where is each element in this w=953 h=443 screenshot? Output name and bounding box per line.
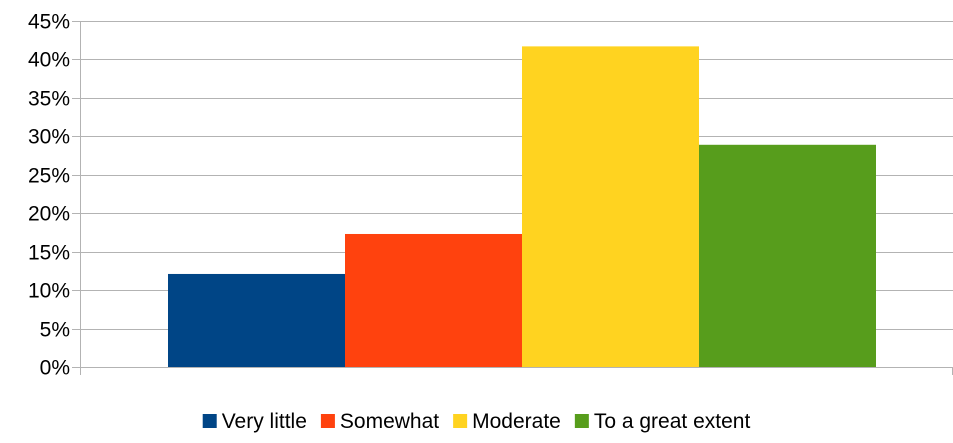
axes xyxy=(72,21,953,375)
legend-label: Moderate xyxy=(472,410,561,433)
legend-label: Somewhat xyxy=(340,410,439,433)
legend-swatch xyxy=(453,414,468,428)
y-tick-label: 30% xyxy=(28,126,70,149)
bars xyxy=(168,46,876,368)
y-tick-label: 25% xyxy=(28,165,70,188)
y-tick-label: 40% xyxy=(28,49,70,72)
y-tick-label: 5% xyxy=(40,319,70,342)
legend-item-somewhat: Somewhat xyxy=(320,410,439,433)
y-tick-label: 0% xyxy=(40,357,70,380)
y-tick-label: 10% xyxy=(28,280,70,303)
legend-label: To a great extent xyxy=(594,410,751,433)
y-axis-tick-labels: 0% 5% 10% 15% 20% 25% 30% 35% 40% 45% xyxy=(28,11,70,380)
bar-somewhat xyxy=(345,233,522,367)
legend-swatch xyxy=(202,414,217,428)
y-tick-label: 15% xyxy=(28,242,70,265)
bar-very-little xyxy=(168,273,345,367)
legend-item-very-little: Very little xyxy=(202,410,307,433)
y-tick-label: 35% xyxy=(28,88,70,111)
legend-swatch xyxy=(320,414,335,428)
y-tick-label: 45% xyxy=(28,11,70,34)
legend-label: Very little xyxy=(222,410,307,433)
bar-to-a-great-extent xyxy=(699,144,876,367)
legend: Very little Somewhat Moderate To a great ex… xyxy=(202,410,751,433)
y-tick-label: 20% xyxy=(28,203,70,226)
legend-item-to-a-great-extent: To a great extent xyxy=(574,410,751,433)
bar-moderate xyxy=(522,46,699,368)
legend-swatch xyxy=(574,414,589,428)
legend-item-moderate: Moderate xyxy=(453,410,561,433)
